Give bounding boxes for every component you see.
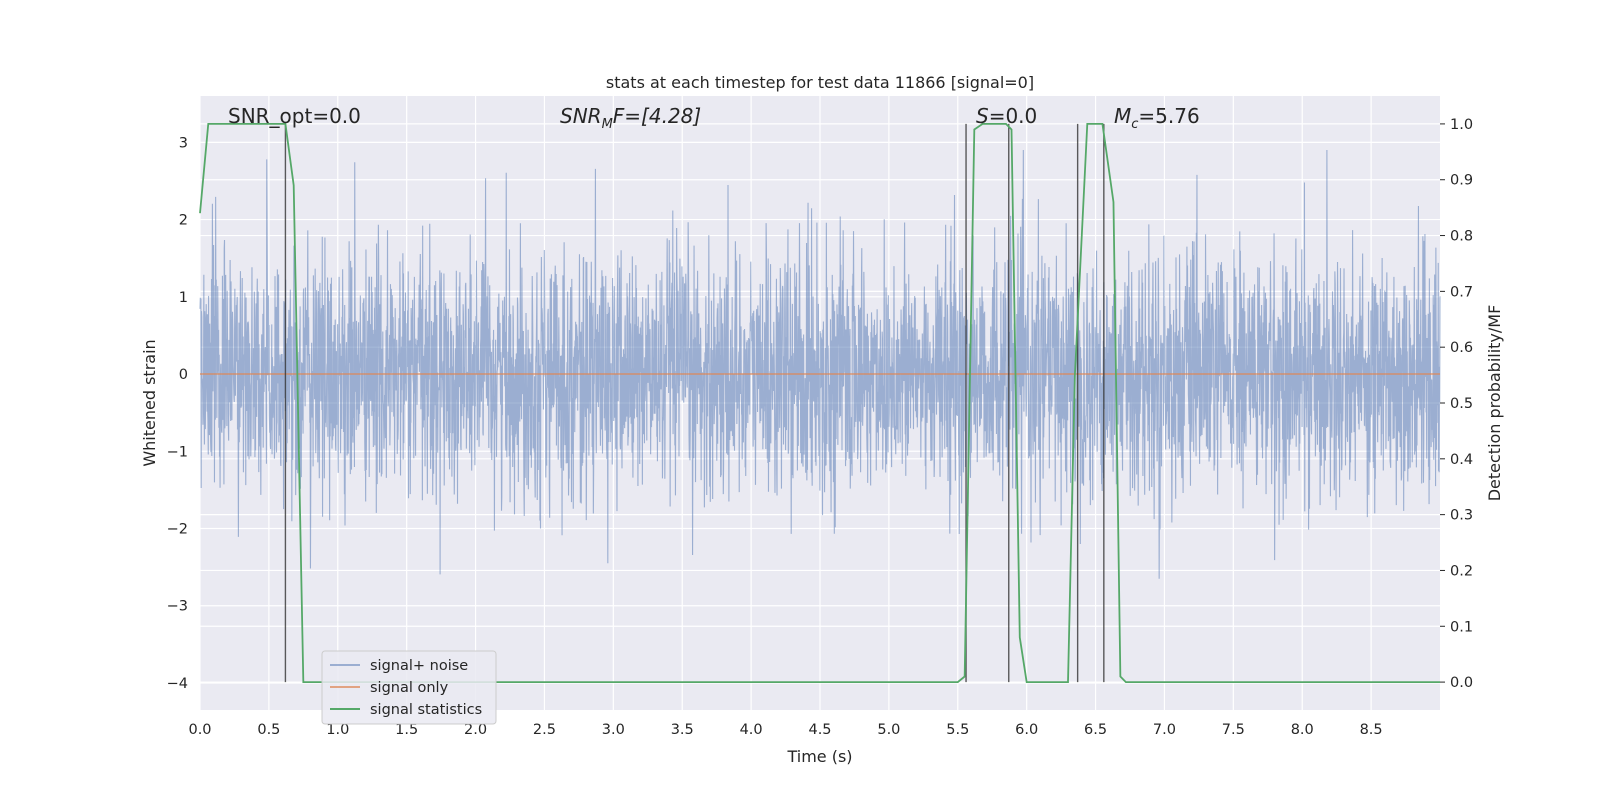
y-right-tick-label: 0.0 — [1450, 675, 1473, 691]
y-right-tick-label: 0.7 — [1450, 284, 1473, 300]
mc-prefix: M — [1114, 104, 1131, 128]
x-tick-label: 8.5 — [1360, 722, 1383, 738]
signal-noise-series — [199, 150, 1441, 579]
s-prefix: S — [976, 104, 989, 128]
snr-mf-sub: M — [602, 117, 613, 132]
x-tick-label: 8.0 — [1291, 722, 1314, 738]
x-ticks: 0.0 0.5 1.0 1.5 2.0 2.5 3.0 3.5 4.0 4.5 5.0 5.5 6.0 6… — [188, 722, 1382, 738]
legend: signal+ noise signal only signal statist… — [321, 650, 497, 725]
x-axis-label: Time (s) — [786, 747, 852, 766]
y-right-tick-label: 0.2 — [1450, 563, 1473, 579]
legend-label-signal-only: signal only — [370, 680, 449, 696]
y-left-tick-label: 3 — [179, 135, 188, 151]
y-left-tick-label: 0 — [179, 367, 188, 383]
signal-statistics-series — [199, 123, 1440, 683]
annotation-snr-opt: SNR_opt=0.0 — [228, 104, 361, 128]
y-left-tick-label: 2 — [179, 213, 188, 229]
snr-mf-suffix: F=[4.28] — [613, 104, 701, 128]
y-right-tick-label: 0.4 — [1450, 452, 1473, 468]
annotation-snr-mf: SNRMF=[4.28] — [560, 104, 701, 132]
y-left-tick-label: −3 — [167, 599, 188, 615]
x-tick-label: 4.5 — [808, 722, 831, 738]
chart-title: stats at each timestep for test data 118… — [606, 73, 1034, 92]
y-ticks-right: 1.0 0.9 0.8 0.7 0.6 0.5 0.4 0.3 0.2 0.1 0.0 — [1440, 117, 1473, 691]
y-ticks-left: 3 2 1 0 −1 −2 −3 −4 — [167, 135, 188, 692]
mc-sub: c — [1131, 117, 1138, 132]
signal-statistics-line — [199, 123, 1440, 683]
noise-line — [199, 150, 1441, 579]
y-right-tick-label: 1.0 — [1450, 117, 1473, 133]
y-left-tick-label: −1 — [167, 444, 188, 460]
x-tick-label: 6.0 — [1015, 722, 1038, 738]
x-tick-label: 0.0 — [188, 722, 211, 738]
x-tick-label: 4.0 — [740, 722, 763, 738]
x-tick-label: 2.0 — [464, 722, 487, 738]
y-right-tick-label: 0.1 — [1450, 619, 1473, 635]
annotation-mc: Mc=5.76 — [1114, 104, 1200, 132]
y-axis-label-right: Detection probability/MF — [1485, 305, 1504, 502]
legend-box — [321, 650, 497, 725]
vertical-markers — [284, 123, 1105, 683]
mc-suffix: =5.76 — [1138, 104, 1199, 128]
annotation-s: S=0.0 — [976, 104, 1037, 128]
y-right-tick-label: 0.6 — [1450, 340, 1473, 356]
y-right-tick-label: 0.9 — [1450, 173, 1473, 189]
x-tick-label: 3.5 — [671, 722, 694, 738]
x-tick-label: 5.5 — [946, 722, 969, 738]
legend-label-signal-statistics: signal statistics — [370, 702, 482, 718]
y-right-tick-label: 0.3 — [1450, 508, 1473, 524]
snr-mf-prefix: SNR — [560, 104, 602, 128]
y-right-tick-label: 0.8 — [1450, 229, 1473, 245]
x-tick-label: 5.0 — [877, 722, 900, 738]
y-left-tick-label: −2 — [167, 522, 188, 538]
x-tick-label: 6.5 — [1084, 722, 1107, 738]
y-left-tick-label: −4 — [167, 676, 188, 692]
x-tick-label: 1.5 — [395, 722, 418, 738]
x-tick-label: 2.5 — [533, 722, 556, 738]
y-right-tick-label: 0.5 — [1450, 396, 1473, 412]
legend-label-signal-noise: signal+ noise — [370, 658, 468, 674]
x-tick-label: 7.5 — [1222, 722, 1245, 738]
y-axis-label-left: Whitened strain — [140, 339, 159, 466]
x-tick-label: 3.0 — [602, 722, 625, 738]
x-tick-label: 1.0 — [326, 722, 349, 738]
y-left-tick-label: 1 — [179, 290, 188, 306]
x-tick-label: 0.5 — [257, 722, 280, 738]
x-tick-label: 7.0 — [1153, 722, 1176, 738]
s-suffix: =0.0 — [989, 104, 1038, 128]
